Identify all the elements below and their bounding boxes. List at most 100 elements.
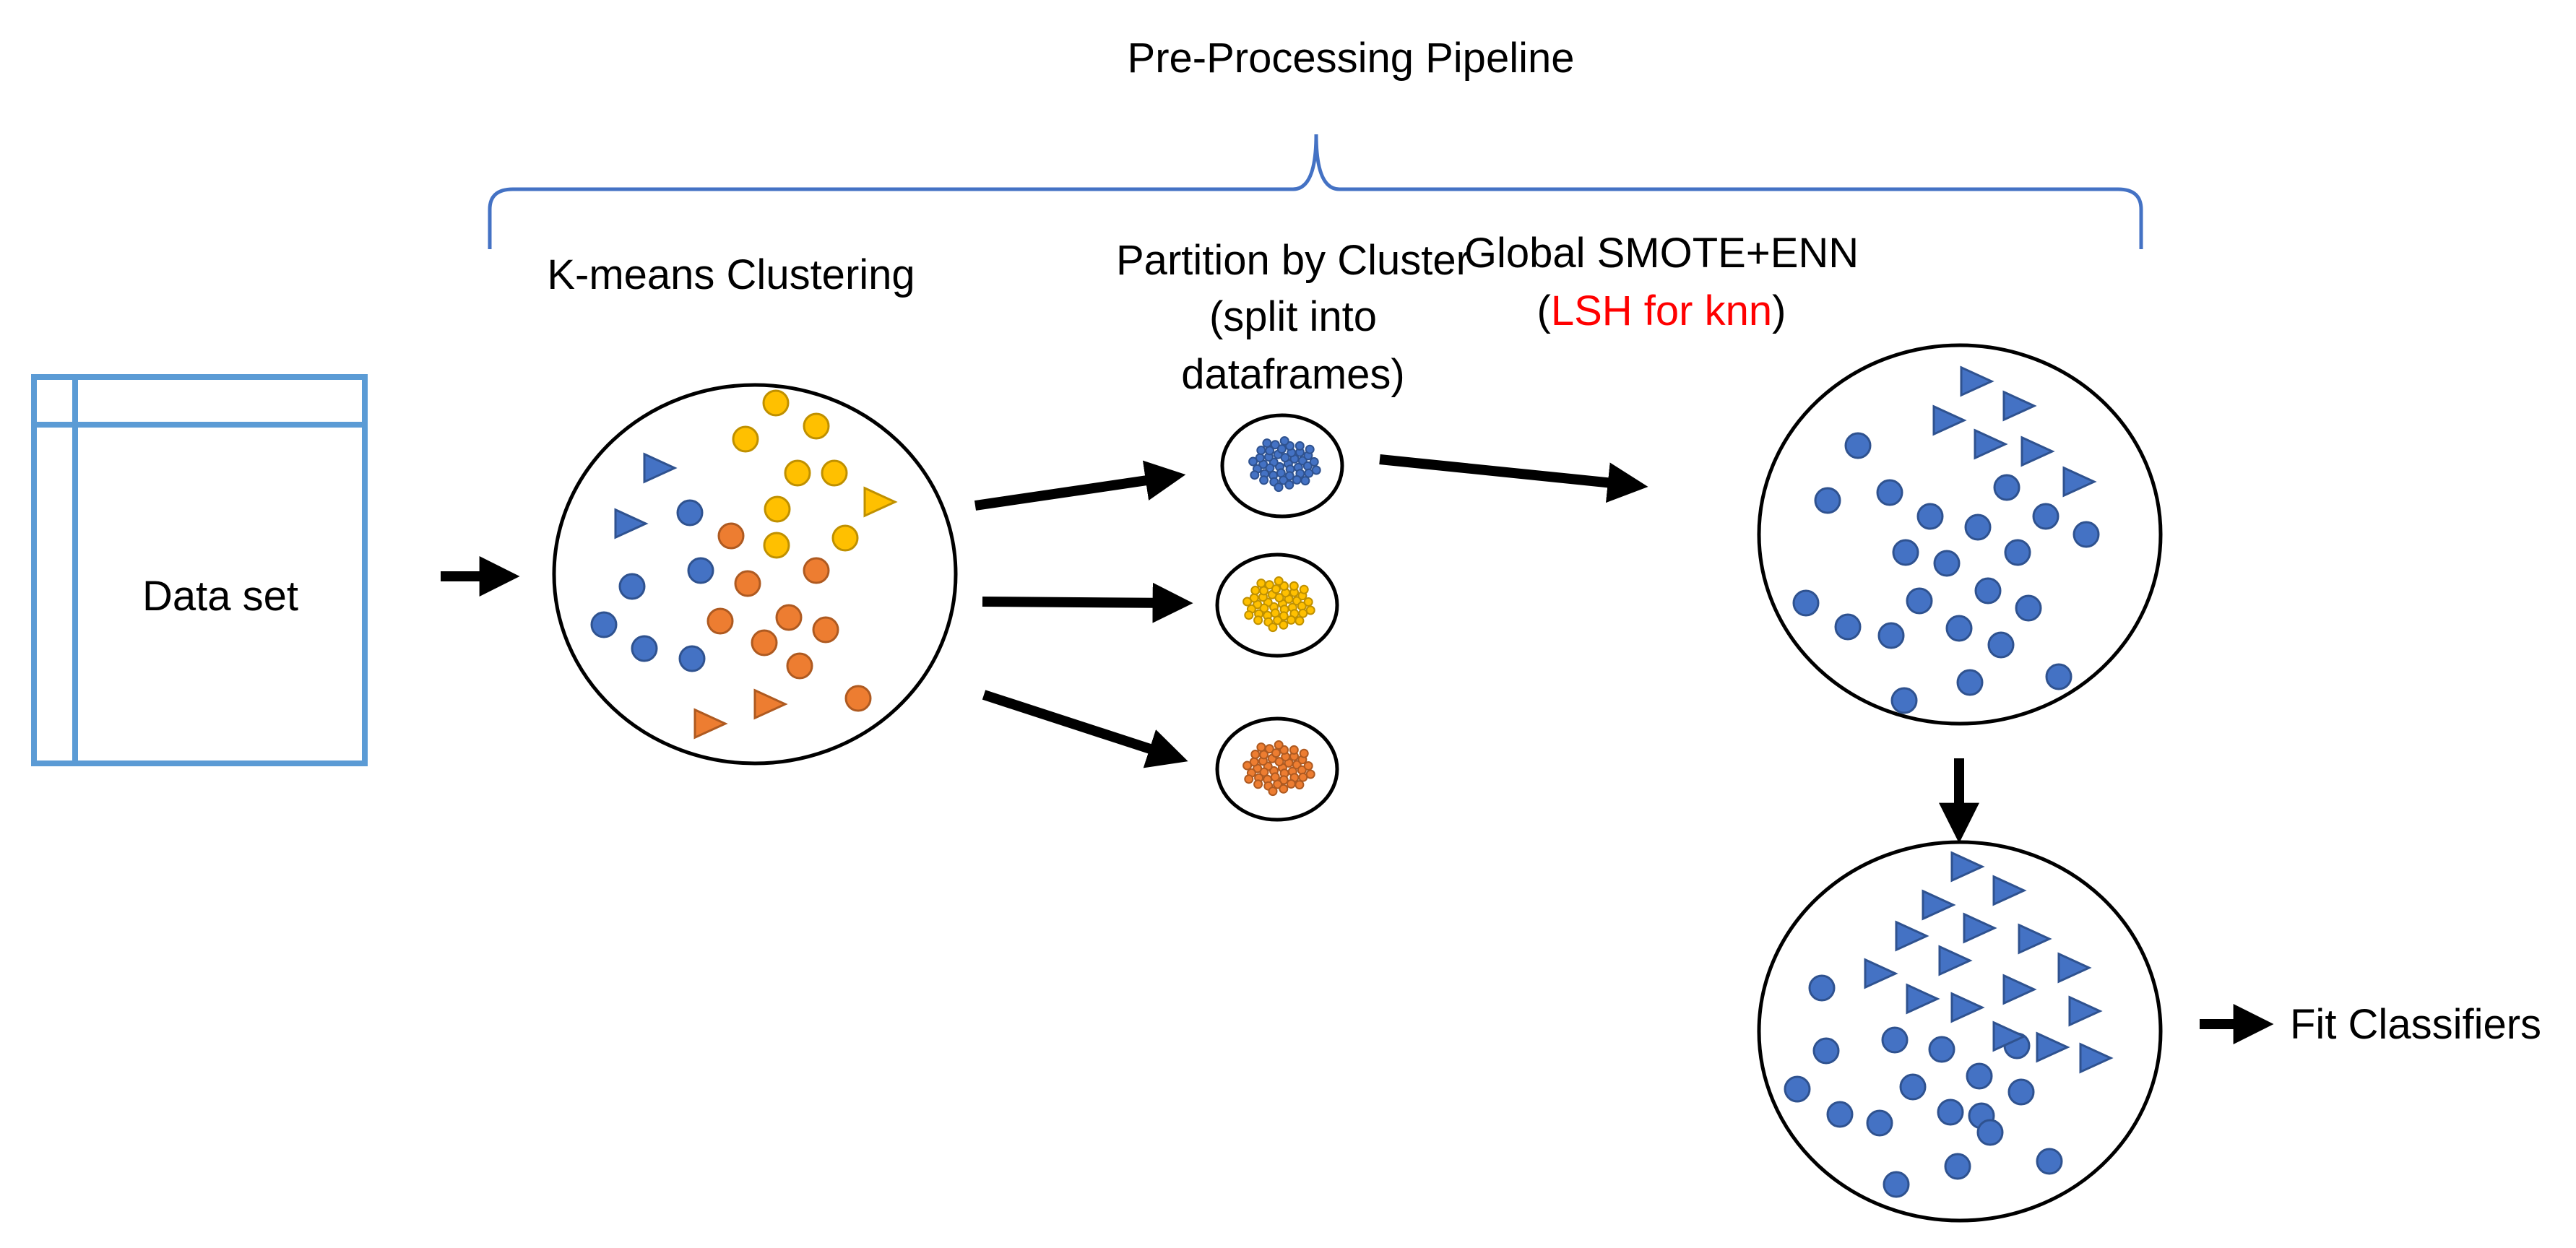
circle-marker	[1945, 615, 1973, 642]
triangle-marker	[1922, 889, 1956, 921]
circle-marker	[1877, 622, 1905, 649]
circle-marker	[631, 635, 658, 662]
circle-marker	[1876, 479, 1903, 506]
triangle-marker	[2068, 995, 2103, 1027]
cluster-point	[1276, 444, 1287, 454]
circle-marker	[844, 685, 872, 712]
cluster-point	[1250, 586, 1261, 595]
step-label-partition-1: Partition by Cluster	[1116, 237, 1470, 284]
triangle-marker	[1992, 1020, 2027, 1052]
triangle-marker	[2002, 390, 2037, 422]
arrow-to-partition-orange	[982, 690, 1188, 768]
dataset-table: Data set	[31, 374, 368, 766]
step-label-partition-3: dataframes)	[1181, 351, 1404, 398]
cluster-point	[1253, 779, 1263, 789]
circle-marker	[1890, 687, 1918, 714]
circle-marker	[1916, 503, 1944, 530]
cluster-point	[1284, 480, 1295, 490]
circle-marker	[2004, 539, 2031, 566]
triangle-marker	[1895, 920, 1929, 952]
triangle-marker	[863, 486, 898, 518]
cluster-point	[1242, 760, 1253, 771]
circle-marker	[687, 557, 714, 584]
circle-marker	[2073, 521, 2100, 548]
cluster-point	[1298, 772, 1308, 782]
circle-marker	[803, 557, 830, 584]
circle-marker	[717, 522, 745, 550]
cluster-point	[1304, 468, 1314, 478]
circle-marker	[1966, 1062, 1993, 1090]
cluster-point	[1274, 482, 1284, 493]
triangle-marker	[1963, 912, 1997, 944]
circle-marker	[1928, 1036, 1955, 1063]
cluster-point	[1256, 578, 1266, 589]
circle-marker	[1844, 432, 1872, 459]
cluster-point	[1279, 436, 1289, 446]
kmeans-circle	[552, 383, 958, 766]
circle-marker	[706, 607, 734, 635]
cluster-point	[1286, 779, 1296, 789]
circle-marker	[2036, 1148, 2063, 1175]
triangle-marker	[643, 452, 678, 484]
cluster-point	[1256, 742, 1266, 753]
step-label-smote-2: (LSH for knn)	[1537, 287, 1786, 334]
triangle-marker	[753, 688, 788, 720]
circle-marker	[751, 629, 778, 656]
cluster-point	[1248, 456, 1258, 467]
cluster-point	[1300, 476, 1310, 486]
cluster-point	[1279, 611, 1289, 621]
triangle-marker	[2057, 952, 2092, 984]
circle-marker	[1808, 974, 1836, 1002]
cluster-point	[1279, 775, 1289, 785]
circle-marker	[676, 499, 704, 526]
triangle-marker	[1950, 992, 1985, 1023]
circle-marker	[1964, 514, 1992, 541]
smote-circle	[1757, 343, 2163, 726]
cluster-point	[1262, 438, 1272, 448]
circle-marker	[1993, 474, 2020, 501]
diagram-title: Pre-Processing Pipeline	[1128, 35, 1575, 82]
circle-marker	[2032, 503, 2059, 530]
circle-marker	[784, 459, 811, 487]
cluster-point	[1298, 608, 1308, 618]
cluster-point	[1289, 581, 1299, 591]
cluster-point	[1253, 615, 1263, 625]
circle-marker	[1899, 1073, 1927, 1101]
circle-marker	[786, 652, 813, 680]
arrow-to-partition-yellow	[982, 582, 1193, 623]
cluster-point	[1295, 616, 1305, 626]
step-label-kmeans: K-means Clustering	[547, 251, 915, 298]
triangle-marker	[2018, 923, 2052, 955]
circle-marker	[1883, 1171, 1910, 1198]
circle-marker	[1944, 1153, 1971, 1180]
cluster-point	[1271, 584, 1281, 594]
circle-marker	[2045, 663, 2073, 690]
circle-marker	[2015, 594, 2042, 622]
pipeline-brace	[488, 134, 2143, 249]
cluster-point	[1250, 470, 1260, 480]
triangle-marker	[1932, 404, 1967, 436]
triangle-marker	[1950, 851, 1985, 883]
cluster-point	[1309, 457, 1319, 467]
step-label-partition-2: (split into	[1209, 293, 1377, 340]
triangle-marker	[2062, 466, 2097, 498]
circle-marker	[1892, 539, 1919, 566]
cluster-point	[1250, 750, 1261, 759]
circle-marker	[1812, 1037, 1840, 1065]
triangle-marker	[1906, 983, 1940, 1015]
circle-marker	[763, 532, 790, 559]
cluster-point	[1273, 615, 1283, 625]
circle-marker	[812, 616, 839, 644]
step-label-smote-1: Global SMOTE+ENN	[1464, 230, 1859, 277]
cluster-point	[1268, 623, 1278, 633]
circle-marker	[1792, 589, 1820, 617]
triangle-marker	[2036, 1031, 2070, 1063]
circle-marker	[1976, 1119, 2004, 1146]
arrow-to-smote	[1379, 454, 1648, 503]
circle-marker	[1937, 1098, 1964, 1126]
circle-marker	[732, 425, 759, 453]
triangle-marker	[614, 508, 649, 540]
cluster-point	[1273, 779, 1283, 789]
circle-marker	[734, 570, 761, 597]
circle-marker	[831, 524, 859, 552]
